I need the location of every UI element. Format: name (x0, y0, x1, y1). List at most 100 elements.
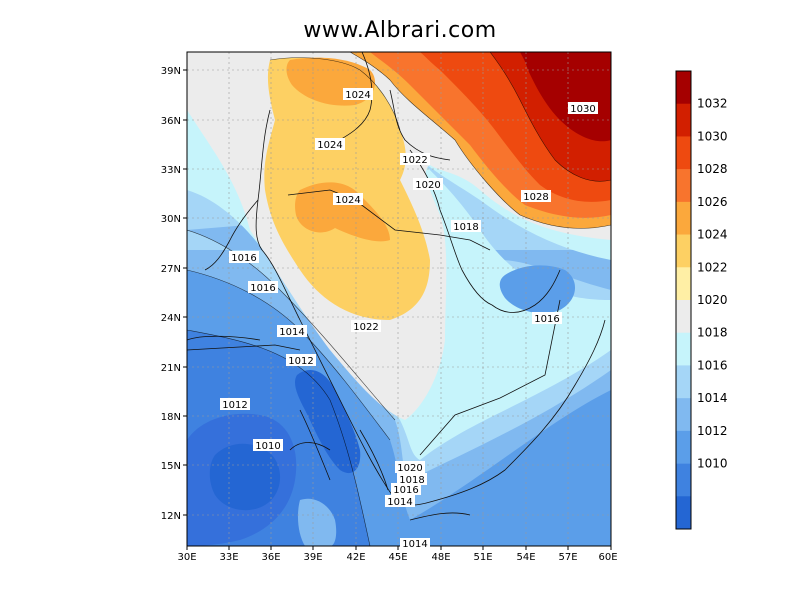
contour-label: 1024 (343, 88, 373, 101)
svg-text:1014: 1014 (402, 539, 427, 550)
isobars (187, 52, 611, 546)
svg-text:1022: 1022 (402, 155, 427, 166)
svg-text:1014: 1014 (387, 497, 412, 508)
svg-text:1020: 1020 (397, 463, 422, 474)
colorbar-swatch (676, 496, 691, 530)
contour-label: 1028 (521, 190, 551, 203)
colorbar-swatch (676, 267, 691, 301)
contour-label: 1016 (532, 312, 562, 325)
contour-label: 1010 (253, 439, 283, 452)
map-title: www.Albrari.com (303, 18, 497, 43)
svg-text:1012: 1012 (288, 356, 313, 367)
colorbar-label: 1032 (697, 97, 728, 111)
contour-label: 1024 (333, 193, 363, 206)
lon-tick: 51E (473, 552, 492, 563)
svg-text:1016: 1016 (393, 485, 418, 496)
contour-label: 1016 (248, 281, 278, 294)
lon-tick: 39E (303, 552, 322, 563)
svg-text:1016: 1016 (250, 283, 275, 294)
lon-tick-labels: 30E 33E 36E 39E 42E 45E 48E 51E 54E 57E … (177, 552, 617, 563)
lat-tick: 24N (161, 313, 181, 324)
colorbar: 1032 1030 1028 1026 1024 1022 1020 1018 1016 1014… (675, 70, 728, 530)
svg-text:1018: 1018 (453, 222, 478, 233)
colorbar-label: 1026 (697, 195, 728, 209)
lat-tick: 36N (161, 116, 181, 127)
colorbar-swatch (676, 332, 691, 366)
colorbar-label: 1020 (697, 293, 728, 307)
colorbar-swatch (676, 71, 691, 105)
colorbar-swatch (676, 234, 691, 268)
colorbar-swatch (676, 201, 691, 235)
colorbar-label: 1012 (697, 424, 728, 438)
colorbar-swatch (676, 103, 691, 137)
contour-label: 1020 (395, 461, 425, 474)
svg-text:1018: 1018 (399, 475, 424, 486)
lon-tick: 42E (346, 552, 365, 563)
colorbar-swatch (676, 300, 691, 334)
colorbar-label: 1014 (697, 391, 728, 405)
lat-tick: 39N (161, 66, 181, 77)
colorbar-frame (675, 70, 692, 530)
colorbar-label: 1030 (697, 129, 728, 143)
svg-text:1020: 1020 (415, 180, 440, 191)
contour-label: 1030 (568, 102, 598, 115)
lon-tick: 36E (261, 552, 280, 563)
svg-text:1028: 1028 (523, 192, 548, 203)
colorbar-swatch (676, 365, 691, 399)
colorbar-swatch (676, 463, 691, 497)
colorbar-swatch (676, 169, 691, 203)
contour-label: 1012 (220, 398, 250, 411)
pressure-fields (187, 52, 611, 546)
lon-tick: 30E (177, 552, 196, 563)
axis-ticks (183, 69, 612, 550)
lat-tick: 27N (161, 264, 181, 275)
colorbar-swatch (676, 136, 691, 170)
colorbar-label: 1010 (697, 457, 728, 471)
contour-label: 1016 (391, 483, 421, 496)
svg-text:1016: 1016 (231, 253, 256, 264)
lon-tick: 33E (219, 552, 238, 563)
colorbar-label: 1018 (697, 326, 728, 340)
lon-tick: 57E (558, 552, 577, 563)
colorbar-label: 1016 (697, 358, 728, 372)
graticule (187, 52, 611, 546)
svg-text:1030: 1030 (570, 104, 595, 115)
colorbar-swatch (676, 398, 691, 432)
contour-label: 1022 (400, 153, 430, 166)
lon-tick: 54E (516, 552, 535, 563)
contour-label: 1018 (397, 473, 427, 486)
lat-tick: 21N (161, 363, 181, 374)
contour-label: 1018 (451, 220, 481, 233)
contour-label: 1016 (229, 251, 259, 264)
contour-label: 1020 (413, 178, 443, 191)
lat-tick: 30N (161, 214, 181, 225)
svg-text:1010: 1010 (255, 441, 280, 452)
lon-tick: 60E (598, 552, 617, 563)
colorbar-label: 1024 (697, 228, 728, 242)
coastlines-borders (187, 52, 606, 521)
svg-text:1012: 1012 (222, 400, 247, 411)
svg-text:1024: 1024 (345, 90, 370, 101)
contour-label: 1014 (277, 325, 307, 338)
svg-text:1014: 1014 (279, 327, 304, 338)
svg-text:1016: 1016 (534, 314, 559, 325)
svg-text:1024: 1024 (317, 140, 342, 151)
map-frame (186, 51, 612, 547)
colorbar-swatch (676, 430, 691, 464)
contour-label: 1022 (351, 320, 381, 333)
svg-text:1024: 1024 (335, 195, 360, 206)
contour-label: 1014 (400, 538, 430, 550)
contour-label: 1014 (385, 495, 415, 508)
lon-tick: 45E (388, 552, 407, 563)
lat-tick: 15N (161, 461, 181, 472)
svg-text:1022: 1022 (353, 322, 378, 333)
contour-labels: 1024 1024 1024 1022 1020 1018 1016 1016 … (220, 88, 598, 550)
lat-tick-labels: 39N 36N 33N 30N 27N 24N 21N 18N 15N 12N (161, 66, 181, 522)
contour-label: 1012 (286, 354, 316, 367)
lat-tick: 12N (161, 511, 181, 522)
lat-tick: 33N (161, 165, 181, 176)
colorbar-label: 1022 (697, 260, 728, 274)
colorbar-label: 1028 (697, 162, 728, 176)
lon-tick: 48E (431, 552, 450, 563)
